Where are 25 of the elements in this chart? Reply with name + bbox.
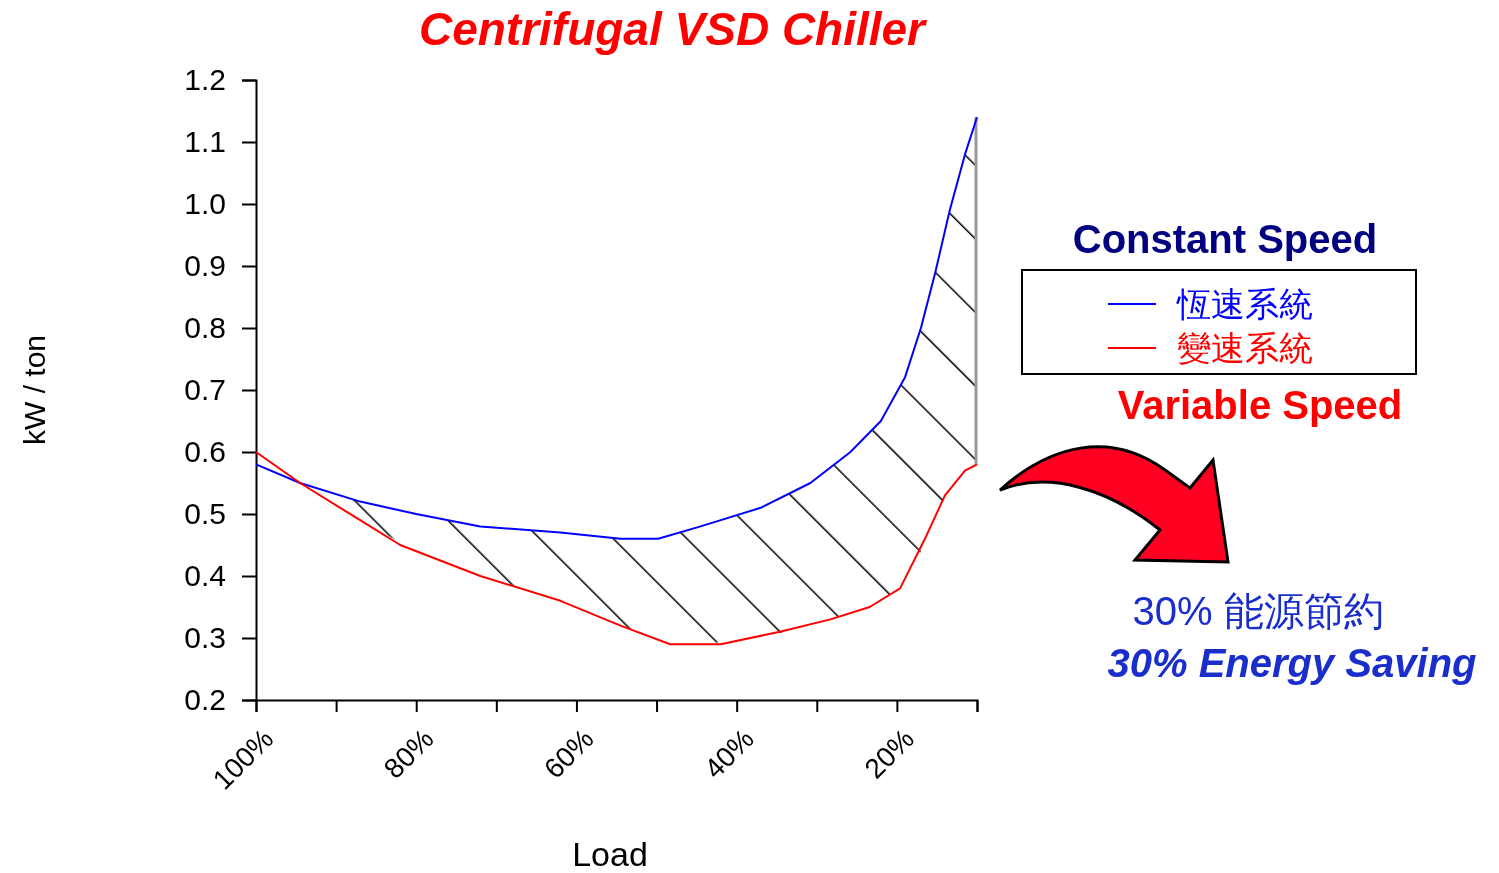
text: 30% Energy Saving [1107,641,1477,685]
y-tick-label: 1.0 [184,187,226,221]
y-tick-label: 0.9 [184,249,226,283]
text: Variable Speed [1117,383,1403,427]
legend-label: 恆速系統 [1176,285,1313,323]
y-tick-label: 1.2 [184,63,226,97]
x-tick-label: 40% [698,722,760,785]
x-axis-title: Load [572,835,648,873]
y-tick-label: 0.4 [184,559,226,593]
legend-label: 變速系統 [1177,329,1313,367]
y-tick-label: 0.5 [184,497,226,531]
text: 30% 能源節約 [1132,589,1384,633]
y-tick-label: 0.8 [184,311,226,345]
line-series [255,451,978,646]
text: Constant Speed [1072,217,1378,261]
chart-title: Centrifugal VSD Chiller [418,3,928,55]
y-tick-label: 0.2 [184,683,226,717]
x-tick-label: 60% [538,722,600,785]
y-axis-title: kW / ton [18,334,51,446]
line-series [255,116,978,540]
y-tick-label: 0.6 [184,435,226,469]
y-tick-label: 0.7 [184,373,226,407]
y-tick-label: 1.1 [184,125,226,159]
y-tick-label: 0.3 [184,621,226,655]
x-tick-label: 80% [377,722,440,785]
